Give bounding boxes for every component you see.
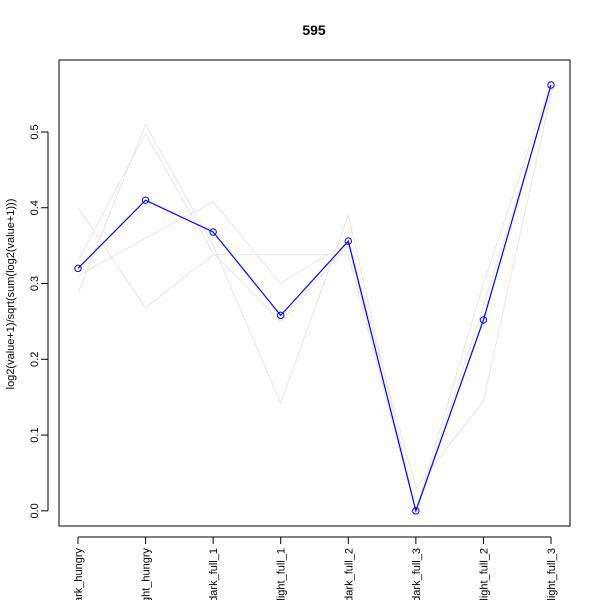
- x-tick-label-3: light_full_1: [276, 548, 288, 600]
- data-point-0: [74, 264, 82, 273]
- x-tick-label-2: dark_full_1: [208, 548, 220, 600]
- y-tick-label-0: 0.0: [29, 503, 41, 518]
- x-tick-label-5: dark_full_3: [411, 548, 423, 600]
- series-line-2: [77, 90, 552, 513]
- series-line-4: [77, 82, 552, 513]
- y-tick-label-4: 0.4: [29, 200, 41, 215]
- data-point-6: [479, 316, 488, 324]
- data-point-4: [344, 237, 352, 245]
- x-tick-label-4: dark_full_2: [343, 548, 355, 600]
- data-point-3: [277, 311, 285, 320]
- y-tick-label-3: 0.3: [29, 276, 41, 291]
- series-line-3: [77, 93, 552, 490]
- plot-frame: [58, 59, 571, 527]
- data-point-2: [209, 228, 217, 236]
- x-tick-label-6: light_full_2: [478, 548, 490, 600]
- y-tick-label-2: 0.2: [29, 352, 41, 367]
- data-point-5: [412, 507, 420, 515]
- y-axis-label: log2(value+1)/sqrt(sum(log2(value+1))): [5, 199, 17, 390]
- y-tick-label-1: 0.1: [29, 427, 41, 442]
- data-point-7: [547, 81, 555, 89]
- chart-title: 595: [302, 22, 326, 38]
- series-line-0: [77, 84, 552, 513]
- axes-layer: 0.0 0.1 0.2 0.3 0.4 0.5 dark_hungry light_hungr…: [29, 124, 558, 600]
- y-tick-label-5: 0.5: [29, 124, 41, 139]
- x-tick-label-1: light_hungry: [141, 548, 153, 600]
- x-tick-label-0: dark_hungry: [73, 548, 85, 600]
- x-tick-label-7: light_full_3: [546, 548, 558, 600]
- data-point-1: [141, 196, 150, 204]
- series-layer: [74, 81, 555, 515]
